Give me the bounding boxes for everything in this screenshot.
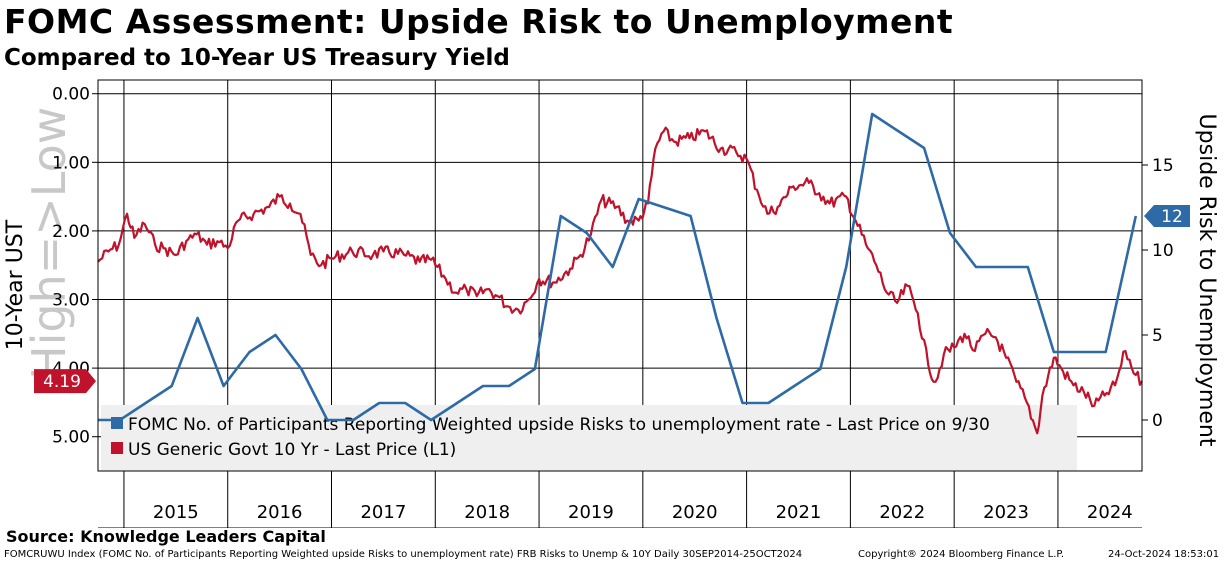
fomc-upside-risk-line [98, 112, 1138, 422]
right-axis-ticks: 0 5 10 15 [1142, 156, 1174, 431]
year-label: 2016 [257, 502, 303, 523]
legend-label-ust: US Generic Govt 10 Yr - Last Price (L1) [128, 440, 456, 460]
right-tick-label: 5 [1152, 326, 1163, 346]
legend-swatch-ust [111, 442, 123, 454]
ust-10y-line [97, 126, 1143, 435]
legend-label-fomc: FOMC No. of Participants Reporting Weigh… [128, 415, 990, 435]
footer-copyright: Copyright® 2024 Bloomberg Finance L.P. [858, 549, 1065, 560]
year-label: 2019 [568, 502, 614, 523]
year-label: 2018 [464, 502, 510, 523]
last-value-labels: 124.19 [34, 205, 1190, 394]
left-axis-title: 10-Year UST [3, 219, 28, 350]
fomc-last-value-badge [1144, 205, 1190, 227]
legend-background [101, 405, 1077, 471]
left-tick-label: 0.00 [52, 85, 90, 105]
right-tick-label: 10 [1152, 241, 1174, 261]
chart-subtitle: Compared to 10-Year US Treasury Yield [4, 45, 510, 71]
source-note: Source: Knowledge Leaders Capital [6, 527, 326, 546]
year-label: 2021 [776, 502, 822, 523]
right-tick-label: 0 [1152, 411, 1163, 431]
year-label: 2020 [672, 502, 718, 523]
right-axis-title: Upside Risk to Unemployment [1194, 114, 1219, 447]
fomc-last-value-label: 12 [1161, 207, 1183, 227]
footer-index-description: FOMCRUWU Index (FOMC No. of Participants… [4, 549, 803, 560]
year-label: 2024 [1087, 502, 1133, 523]
year-label: 2015 [153, 502, 199, 523]
year-label: 2022 [879, 502, 925, 523]
right-tick-label: 15 [1152, 156, 1174, 176]
watermark-text: High=>Low [22, 107, 76, 380]
footer-timestamp: 24-Oct-2024 18:53:01 [1108, 549, 1220, 560]
legend: FOMC No. of Participants Reporting Weigh… [101, 405, 1077, 471]
year-label: 2017 [360, 502, 406, 523]
year-label: 2023 [983, 502, 1029, 523]
chart-area: High=>Low FOMC No. of Participants Repor… [3, 79, 1219, 528]
ust-last-value-label: 4.19 [43, 372, 81, 392]
ust-last-value-badge [34, 369, 96, 394]
chart-title: FOMC Assessment: Upside Risk to Unemploy… [4, 2, 954, 41]
year-axis: 2015 2016 2017 2018 2019 2020 2021 2022 2023 2024 [123, 471, 1133, 528]
left-tick-label: 3.00 [52, 291, 90, 311]
left-axis-ticks: 0.001.002.003.004.005.00 [52, 80, 99, 471]
left-tick-label: 5.00 [52, 428, 90, 448]
left-tick-label: 1.00 [52, 153, 90, 173]
left-tick-label: 2.00 [52, 222, 90, 242]
series-lines [97, 112, 1143, 435]
